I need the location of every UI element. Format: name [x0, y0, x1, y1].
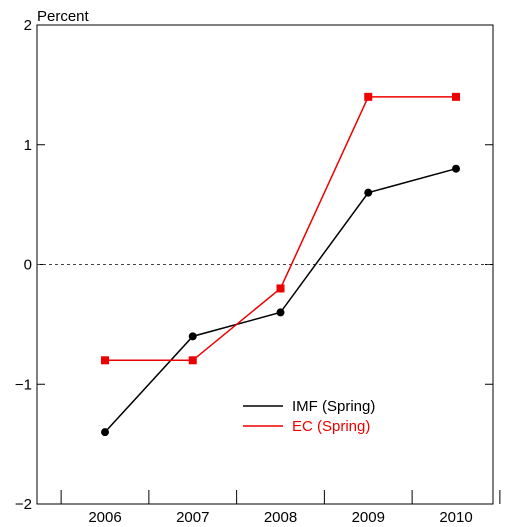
x-tick-label: 2006	[88, 509, 121, 526]
x-axis: 2006 2007 2008 2009 2010	[60, 490, 501, 526]
x-tick-label: 2010	[439, 509, 472, 526]
data-point	[452, 92, 460, 101]
y-tick-label: −2	[15, 496, 32, 513]
legend-label: EC (Spring)	[292, 418, 370, 435]
x-tick-label: 2008	[264, 509, 297, 526]
data-point	[364, 92, 373, 101]
x-tick-label: 2007	[176, 509, 209, 526]
data-point	[188, 356, 197, 365]
data-point	[452, 164, 460, 173]
series-line	[104, 167, 457, 433]
legend-label: IMF (Spring)	[292, 398, 375, 415]
y-tick-label: −1	[15, 376, 32, 393]
y-tick-label: 0	[24, 257, 32, 274]
y-unit-label: Percent	[37, 8, 90, 25]
y-tick-label: 2	[24, 17, 32, 34]
data-point	[364, 188, 373, 197]
series-0	[101, 164, 460, 437]
data-point	[101, 356, 109, 365]
y-tick-label: 1	[24, 137, 32, 154]
y-axis: −2 −1 0 1 2	[15, 17, 493, 513]
data-point	[188, 332, 197, 341]
data-point	[101, 428, 109, 437]
data-point	[276, 308, 285, 317]
data-point	[276, 284, 285, 293]
x-tick-label: 2009	[352, 509, 385, 526]
series-layer	[101, 92, 460, 437]
series-1	[101, 92, 460, 365]
legend: IMF (Spring) EC (Spring)	[243, 398, 375, 435]
series-line	[105, 96, 456, 362]
